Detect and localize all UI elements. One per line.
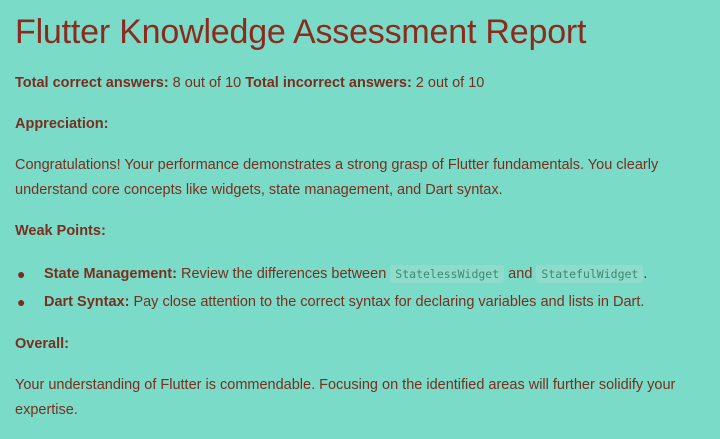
- list-item: ● Dart Syntax: Pay close attention to th…: [15, 288, 705, 316]
- code-stateless-widget: StatelessWidget: [390, 265, 505, 283]
- weak-points-list: ● State Management: Review the differenc…: [15, 260, 705, 316]
- appreciation-heading: Appreciation:: [15, 116, 109, 132]
- list-item: ● State Management: Review the differenc…: [15, 260, 705, 288]
- correct-label: Total correct answers:: [15, 75, 169, 91]
- page-title: Flutter Knowledge Assessment Report: [15, 13, 587, 51]
- weak-point-text: Review the differences between: [176, 266, 391, 282]
- weak-point-label: Dart Syntax:: [44, 294, 130, 310]
- overall-heading: Overall:: [15, 336, 69, 352]
- weak-point-label: State Management:: [44, 266, 177, 282]
- appreciation-text: Congratulations! Your performance demons…: [15, 157, 659, 198]
- bullet-icon: ●: [17, 294, 26, 310]
- correct-value: 8 out of 10: [168, 75, 246, 91]
- code-stateful-widget: StatefulWidget: [536, 265, 644, 283]
- weak-points-heading: Weak Points:: [15, 223, 106, 239]
- weak-point-text: .: [643, 266, 648, 282]
- incorrect-label: Total incorrect answers:: [245, 75, 412, 91]
- weak-point-text: Pay close attention to the correct synta…: [129, 294, 645, 310]
- weak-point-text: and: [504, 266, 537, 282]
- incorrect-value: 2 out of 10: [411, 75, 485, 91]
- bullet-icon: ●: [17, 266, 26, 282]
- score-summary: Total correct answers: 8 out of 10 Total…: [15, 71, 705, 96]
- overall-text: Your understanding of Flutter is commend…: [15, 377, 676, 418]
